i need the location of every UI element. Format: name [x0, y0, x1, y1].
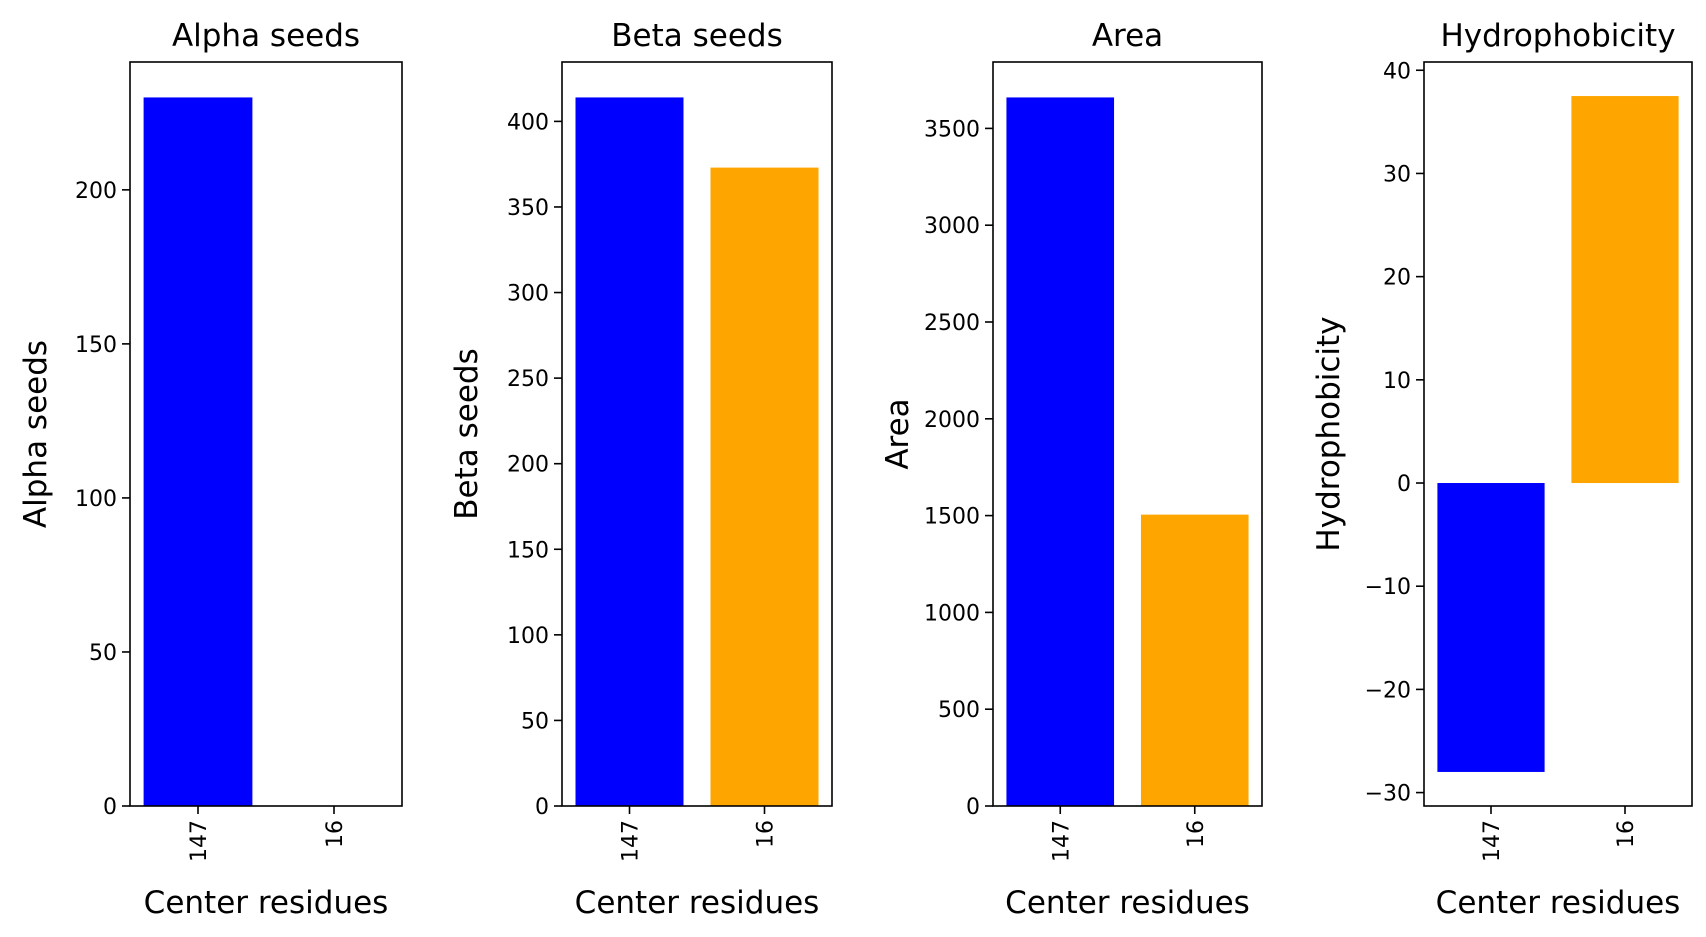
bar-16: [710, 167, 819, 807]
y-tick-label: 250: [507, 367, 549, 392]
y-tick-label: −30: [1365, 782, 1411, 807]
chart-panel-2: 147 16 0 50 100 150 200 250 300 350 400 Beta seeds C…: [449, 18, 833, 921]
y-tick-label: 10: [1383, 369, 1411, 394]
panel-title: Area: [1092, 18, 1163, 54]
y-tick-label: 150: [75, 333, 117, 358]
y-tick-label: 500: [938, 698, 980, 723]
x-tick-label: 16: [754, 820, 779, 848]
y-axis-label: Alpha seeds: [18, 340, 54, 528]
chart-panel-4: 147 16 −30 −20 −10 0 10 20 30 40 Hydrophobicity Cen…: [1311, 18, 1693, 921]
bar-147: [1437, 483, 1545, 772]
panel-title: Alpha seeds: [172, 18, 360, 54]
y-tick-label: 50: [521, 709, 549, 734]
panel-title: Beta seeds: [611, 18, 782, 54]
x-axis-label: Center residues: [144, 885, 389, 921]
axes-frame: [992, 61, 1263, 807]
x-tick-label: 16: [1184, 820, 1209, 848]
x-tick-label: 147: [1480, 820, 1505, 862]
x-axis-label: Center residues: [1005, 885, 1250, 921]
y-tick-label: 200: [75, 179, 117, 204]
y-tick-label: −10: [1365, 575, 1411, 600]
x-tick-label: 147: [1049, 820, 1074, 862]
axes-frame: [129, 61, 403, 807]
x-axis-label: Center residues: [1436, 885, 1681, 921]
y-tick-label: 350: [507, 196, 549, 221]
y-tick-label: 100: [75, 487, 117, 512]
y-tick-label: 400: [507, 110, 549, 135]
chart-panel-3: 147 16 0 500 1000 1500 2000 2500 3000 3500 Area Cen…: [880, 18, 1263, 921]
y-tick-label: 0: [966, 795, 980, 820]
y-tick-label: 200: [507, 453, 549, 478]
bar-147: [1006, 97, 1115, 807]
y-axis-label: Hydrophobicity: [1311, 316, 1347, 551]
x-axis-label: Center residues: [575, 885, 820, 921]
bar-16: [1571, 96, 1679, 484]
y-tick-label: 1000: [924, 601, 980, 626]
y-tick-label: −20: [1365, 678, 1411, 703]
y-tick-label: 0: [103, 795, 117, 820]
y-tick-label: 30: [1383, 162, 1411, 187]
y-tick-label: 150: [507, 538, 549, 563]
y-tick-label: 2000: [924, 408, 980, 433]
y-tick-label: 0: [535, 795, 549, 820]
bar-16: [1140, 514, 1249, 806]
y-tick-label: 100: [507, 624, 549, 649]
y-axis-label: Beta seeds: [449, 348, 485, 519]
x-tick-label: 16: [323, 820, 348, 848]
y-tick-label: 50: [89, 641, 117, 666]
x-tick-label: 147: [619, 820, 644, 862]
axes-frame: [1423, 61, 1693, 807]
y-tick-label: 20: [1383, 266, 1411, 291]
x-tick-label: 16: [1614, 820, 1639, 848]
bar-147: [575, 97, 684, 807]
chart-panel-1: 147 16 0 50 100 150 200 Alpha seeds Center resid…: [18, 18, 403, 921]
y-tick-label: 2500: [924, 311, 980, 336]
y-tick-label: 3500: [924, 117, 980, 142]
x-tick-label: 147: [187, 820, 212, 862]
y-tick-label: 0: [1397, 472, 1411, 497]
axes-frame: [561, 61, 833, 807]
y-tick-label: 1500: [924, 505, 980, 530]
bar-147: [143, 97, 253, 807]
panel-title: Hydrophobicity: [1440, 18, 1675, 54]
y-axis-label: Area: [880, 398, 916, 469]
y-tick-label: 3000: [924, 214, 980, 239]
y-tick-label: 300: [507, 282, 549, 307]
y-tick-label: 40: [1383, 59, 1411, 84]
